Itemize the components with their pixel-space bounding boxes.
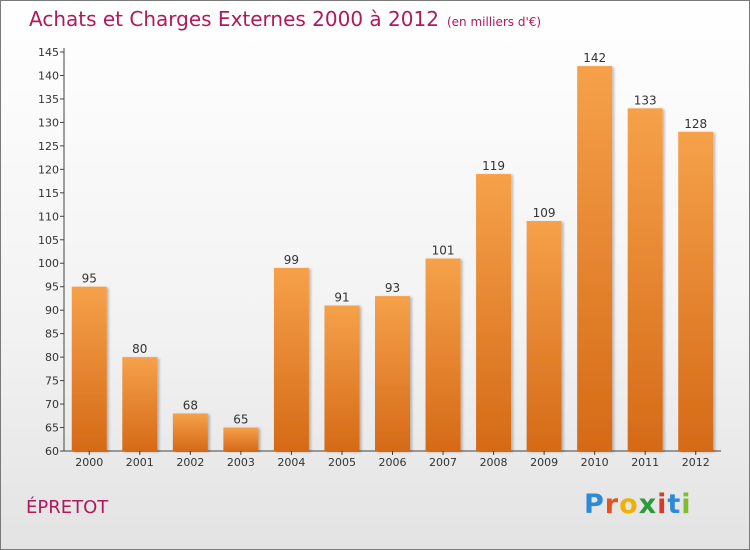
y-tick-label: 90 [45, 304, 59, 317]
logo-letter: P [584, 489, 605, 520]
x-tick-label: 2006 [379, 456, 407, 469]
bar-value-label: 119 [482, 159, 505, 173]
axes: 60 65 70 75 80 85 90 95 100 105 110 115 120 125 130 135… [38, 46, 721, 469]
x-tick-label: 2012 [682, 456, 710, 469]
x-tick-label: 2008 [480, 456, 508, 469]
bar-value-label: 93 [385, 281, 400, 295]
bar-value-label: 101 [432, 244, 455, 258]
bar-2012 [678, 131, 714, 452]
bar-2005 [324, 305, 360, 451]
y-tick-label: 120 [38, 163, 59, 176]
bar-value-label: 128 [684, 117, 707, 131]
logo-letter: i [657, 489, 668, 520]
x-tick-label: 2010 [581, 456, 609, 469]
bar-value-label: 65 [233, 413, 248, 427]
x-tick-label: 2005 [328, 456, 356, 469]
y-tick-label: 100 [38, 257, 59, 270]
x-tick-label: 2001 [126, 456, 154, 469]
y-tick-label: 105 [38, 234, 59, 247]
y-tick-label: 85 [45, 328, 59, 341]
logo-letter: x [638, 489, 658, 520]
bar-value-label: 99 [284, 253, 299, 267]
bar-value-label: 80 [132, 342, 147, 356]
y-tick-label: 65 [45, 422, 59, 435]
bar-2010 [577, 66, 613, 452]
y-tick-label: 140 [38, 69, 59, 82]
logo-letter: r [604, 489, 620, 520]
bar-value-label: 95 [82, 272, 97, 286]
bar-2002 [172, 413, 208, 451]
bar-2011 [627, 108, 663, 452]
bar-value-label: 142 [583, 51, 606, 65]
y-tick-label: 80 [45, 351, 59, 364]
proxiti-logo: Proxiti [584, 489, 692, 520]
bar-value-label: 133 [634, 93, 657, 107]
bar-2003 [223, 427, 259, 451]
chart-title: Achats et Charges Externes 2000 à 2012 (e… [29, 7, 541, 31]
y-tick-label: 130 [38, 116, 59, 129]
x-tick-label: 2007 [429, 456, 457, 469]
x-tick-label: 2004 [277, 456, 305, 469]
logo-letter: i [681, 489, 692, 520]
bar-value-label: 91 [334, 290, 349, 304]
y-tick-label: 145 [38, 46, 59, 59]
bar-value-label: 109 [533, 206, 556, 220]
logo-letter: t [667, 489, 682, 520]
bar-2008 [476, 174, 512, 451]
bars: 95 80 68 65 99 91 93 101 119 109 142 133 128 [71, 51, 714, 452]
bar-2004 [273, 267, 309, 451]
y-tick-label: 95 [45, 281, 59, 294]
y-tick-label: 70 [45, 398, 59, 411]
logo-letter: o [619, 489, 639, 520]
chart-title-text: Achats et Charges Externes 2000 à 2012 [29, 7, 439, 31]
x-tick-label: 2002 [176, 456, 204, 469]
x-tick-label: 2000 [75, 456, 103, 469]
bar-2009 [526, 220, 562, 451]
y-tick-label: 110 [38, 210, 59, 223]
bar-2007 [425, 258, 461, 451]
y-tick-label: 75 [45, 375, 59, 388]
y-tick-label: 135 [38, 93, 59, 106]
bar-2000 [71, 286, 107, 451]
bar-value-label: 68 [183, 398, 198, 412]
y-tick-label: 125 [38, 140, 59, 153]
y-tick-label: 115 [38, 187, 59, 200]
x-tick-label: 2003 [227, 456, 255, 469]
bar-2006 [375, 296, 410, 451]
place-name: ÉPRETOT [26, 497, 109, 518]
bar-2001 [122, 357, 158, 451]
x-tick-label: 2009 [530, 456, 558, 469]
y-tick-label: 60 [45, 445, 59, 458]
x-tick-label: 2011 [631, 456, 659, 469]
chart-subtitle: (en milliers d'€) [446, 15, 542, 29]
